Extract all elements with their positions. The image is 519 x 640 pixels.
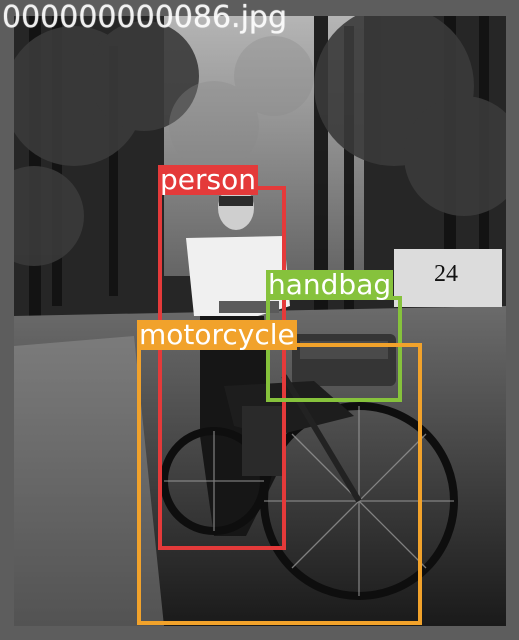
bbox-label-person: person (158, 163, 258, 196)
bbox-label-motorcycle: motorcycle (137, 318, 297, 351)
image-filename: 000000000086.jpg (2, 0, 287, 35)
bbox-motorcycle (137, 343, 422, 625)
sign-number: 24 (434, 261, 458, 287)
bbox-label-handbag: handbag (266, 268, 394, 301)
